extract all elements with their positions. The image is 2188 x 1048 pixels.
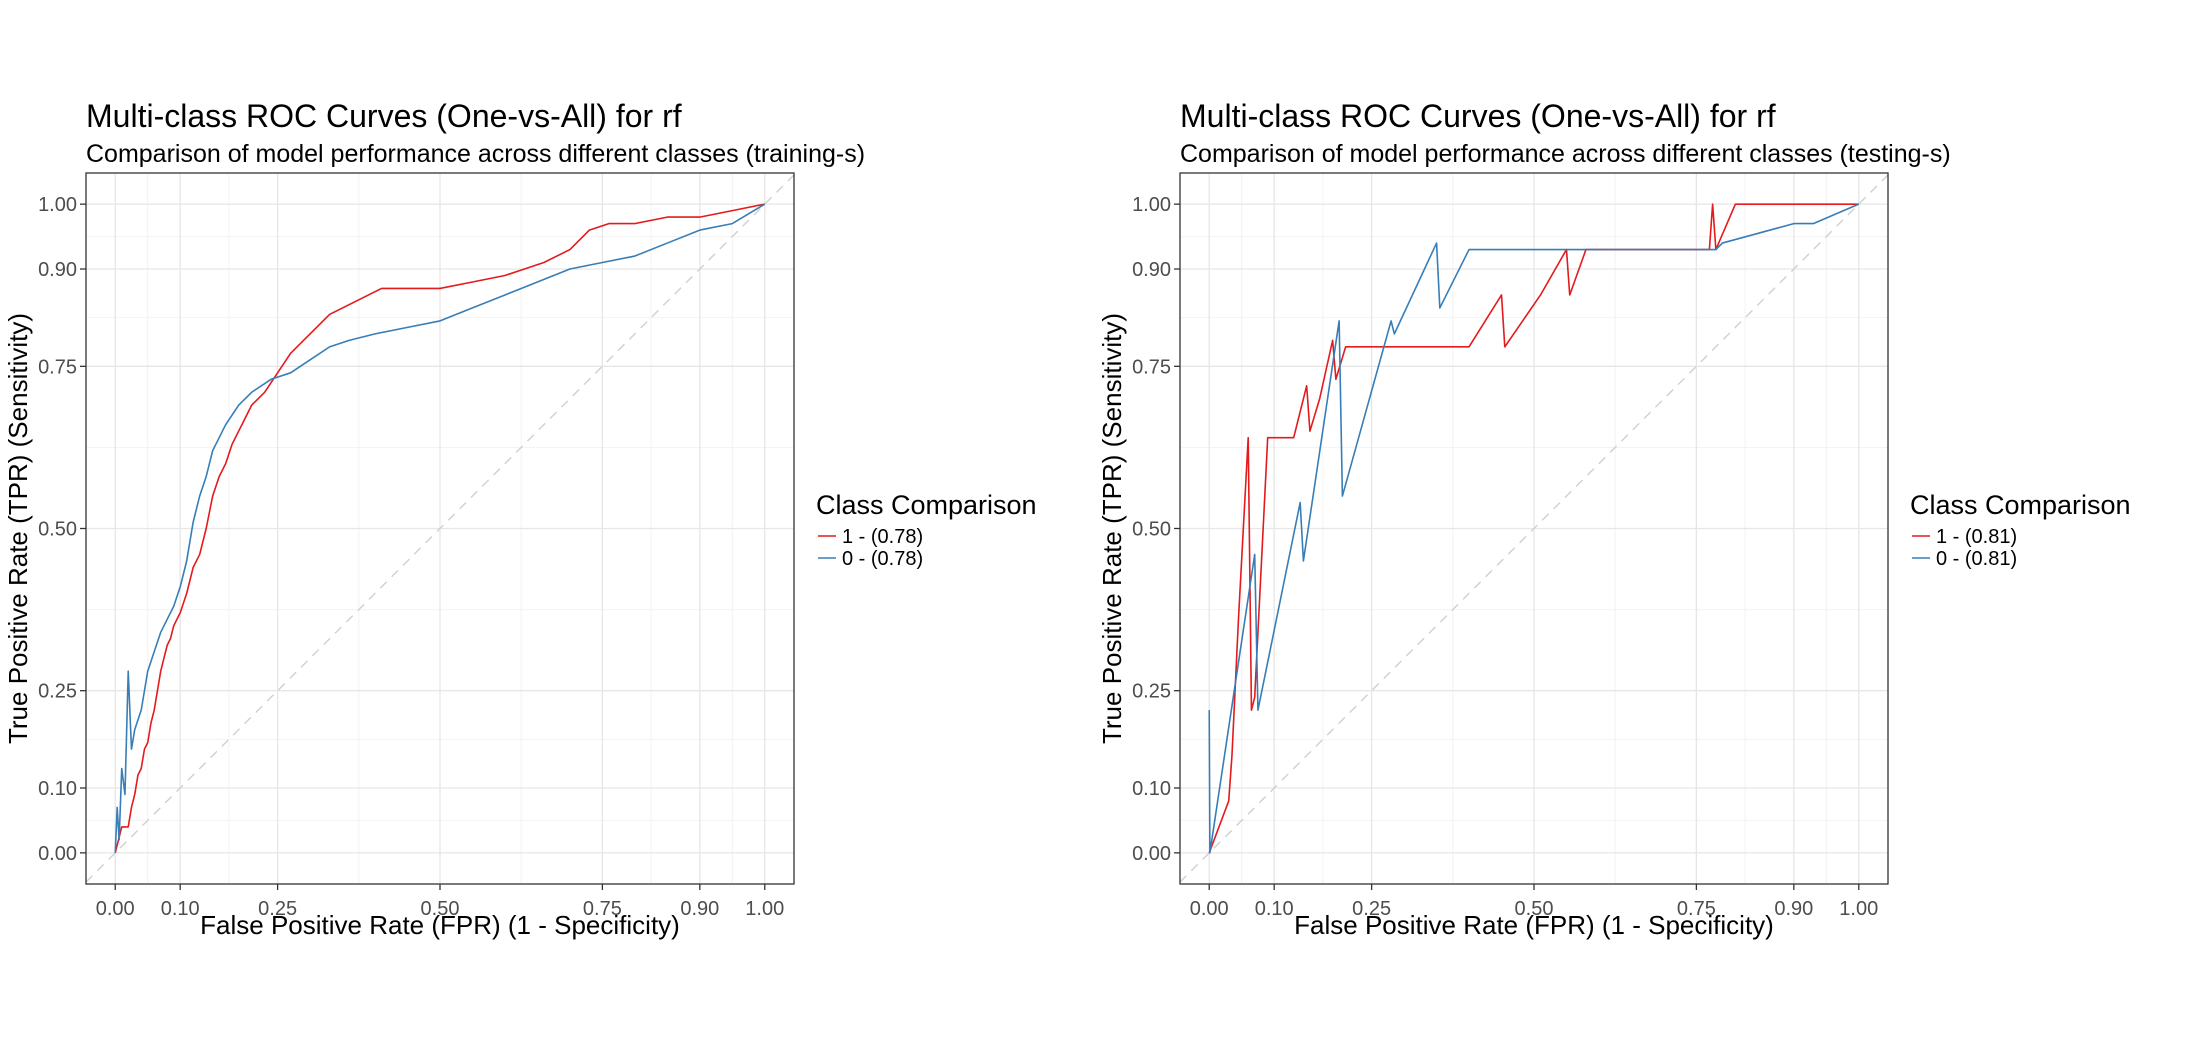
chart-title: Multi-class ROC Curves (One-vs-All) for … <box>1180 98 1776 134</box>
series-line-0 <box>114 203 765 854</box>
legend-label-1: 0 - (0.81) <box>1936 548 2017 570</box>
y-tick-label: 1.00 <box>1132 194 1171 216</box>
y-axis-title: True Positive Rate (TPR) (Sensitivity) <box>1097 313 1127 744</box>
x-tick-label: 0.00 <box>1190 898 1229 920</box>
x-axis-title: False Positive Rate (FPR) (1 - Specifici… <box>1294 910 1774 940</box>
y-tick-label: 0.10 <box>1132 778 1171 800</box>
chart-subtitle: Comparison of model performance across d… <box>1180 140 1951 168</box>
roc-chart-training-svg: 0.00 0.10 0.25 0.50 0.75 0.90 1.00 0.00 0.10 0.25… <box>3 98 1037 940</box>
y-tick-label: 0.75 <box>1132 356 1171 378</box>
legend-label-0: 1 - (0.81) <box>1936 526 2017 548</box>
series-line-1 <box>114 203 766 853</box>
chart-subtitle: Comparison of model performance across d… <box>86 140 865 168</box>
x-tick-label: 0.10 <box>1255 898 1294 920</box>
roc-chart-training: 0.00 0.10 0.25 0.50 0.75 0.90 1.00 0.00 0.10 0.25… <box>3 98 1037 940</box>
y-tick-label: 0.50 <box>38 519 77 541</box>
grid <box>86 173 794 884</box>
x-tick-label: 0.50 <box>421 898 460 920</box>
legend-label-0: 1 - (0.78) <box>842 526 923 548</box>
roc-chart-testing: 0.00 0.10 0.25 0.50 0.75 0.90 1.00 0.00 0.10 0.25… <box>1094 0 2188 1048</box>
x-tick-label: 0.00 <box>96 898 135 920</box>
y-tick-label: 1.00 <box>38 194 77 216</box>
x-tick-label: 1.00 <box>745 898 784 920</box>
x-tick-label: 0.75 <box>583 898 622 920</box>
x-tick-label: 0.90 <box>1774 898 1813 920</box>
y-tick-label: 0.75 <box>38 356 77 378</box>
x-tick-label: 0.75 <box>1677 898 1716 920</box>
y-axis-title: True Positive Rate (TPR) (Sensitivity) <box>3 313 33 744</box>
x-tick-label: 0.50 <box>1515 898 1554 920</box>
roc-chart-testing-svg: 0.00 0.10 0.25 0.50 0.75 0.90 1.00 0.00 0.10 0.25… <box>1097 98 2131 940</box>
y-tick-label: 0.00 <box>1132 843 1171 865</box>
y-tick-label: 0.90 <box>38 259 77 281</box>
y-tick-label: 0.10 <box>38 778 77 800</box>
x-tick-label: 0.90 <box>680 898 719 920</box>
y-tick-label: 0.25 <box>1132 681 1171 703</box>
y-tick-label: 0.90 <box>1132 259 1171 281</box>
x-tick-label: 0.25 <box>258 898 297 920</box>
x-tick-label: 1.00 <box>1839 898 1878 920</box>
diagonal-reference-line <box>1179 174 1889 883</box>
x-tick-label: 0.25 <box>1352 898 1391 920</box>
series-line-1 <box>1208 203 1860 854</box>
legend-title: Class Comparison <box>1910 490 2131 520</box>
legend-title: Class Comparison <box>816 490 1037 520</box>
x-tick-label: 0.10 <box>161 898 200 920</box>
y-tick-label: 0.25 <box>38 681 77 703</box>
y-tick-label: 0.50 <box>1132 519 1171 541</box>
x-axis-title: False Positive Rate (FPR) (1 - Specifici… <box>200 910 680 940</box>
y-tick-label: 0.00 <box>38 843 77 865</box>
diagonal-reference-line <box>85 174 795 883</box>
legend-label-1: 0 - (0.78) <box>842 548 923 570</box>
chart-title: Multi-class ROC Curves (One-vs-All) for … <box>86 98 682 134</box>
